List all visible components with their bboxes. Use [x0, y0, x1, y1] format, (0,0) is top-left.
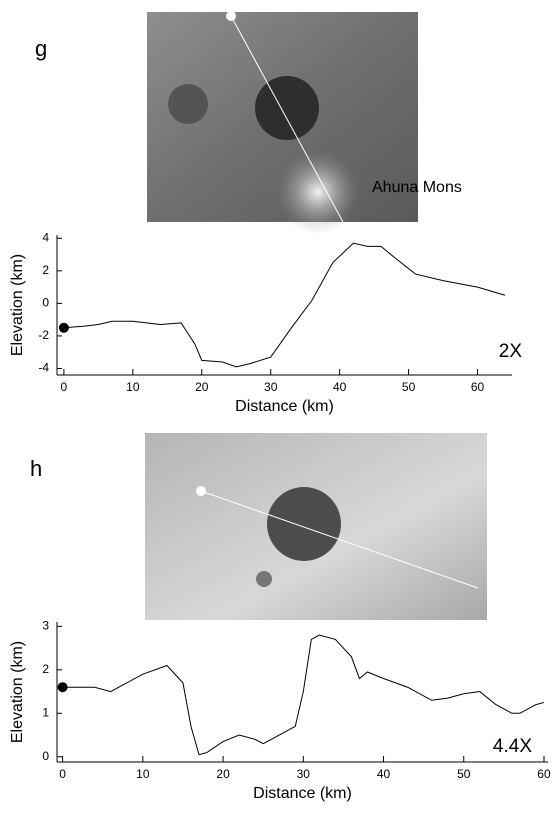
elevation-line	[62, 634, 545, 756]
image-h	[145, 433, 487, 620]
x-tick-label: 20	[216, 767, 230, 781]
y-tick-label: 0	[42, 749, 49, 763]
y-tick-label: 0	[42, 296, 49, 310]
x-tick-label: 10	[126, 380, 140, 394]
x-tick-label: 60	[537, 767, 551, 781]
y-tick-label: 2	[42, 263, 49, 277]
y-tick-label: 4	[42, 230, 49, 244]
x-tick-label: 50	[402, 380, 416, 394]
image-label: Ahuna Mons	[372, 179, 462, 196]
y-axis-label: Elevation (km)	[9, 641, 26, 743]
x-tick-label: 60	[471, 380, 485, 394]
start-marker	[57, 682, 68, 693]
x-axis-label: Distance (km)	[235, 398, 334, 415]
x-tick-label: 30	[264, 380, 278, 394]
x-tick-label: 50	[457, 767, 471, 781]
panel-label: g	[35, 36, 47, 61]
x-tick-label: 0	[59, 767, 66, 781]
y-tick-label: -4	[38, 361, 49, 375]
image-g	[147, 11, 418, 234]
elevation-line	[63, 242, 506, 368]
y-tick-label: 2	[42, 662, 49, 676]
start-marker	[58, 322, 69, 333]
x-tick-label: 40	[377, 767, 391, 781]
x-axis-label: Distance (km)	[253, 785, 352, 802]
y-tick-label: 3	[42, 619, 49, 633]
annotation: 2X	[499, 341, 523, 362]
x-tick-label: 30	[297, 767, 311, 781]
x-tick-label: 40	[333, 380, 347, 394]
x-tick-label: 20	[195, 380, 209, 394]
panel-label: h	[30, 456, 42, 481]
x-tick-label: 0	[61, 380, 68, 394]
x-tick-label: 10	[136, 767, 150, 781]
y-axis-label: Elevation (km)	[9, 254, 26, 356]
y-tick-label: -2	[38, 328, 49, 342]
annotation: 4.4X	[493, 736, 532, 757]
y-tick-label: 1	[42, 705, 49, 719]
